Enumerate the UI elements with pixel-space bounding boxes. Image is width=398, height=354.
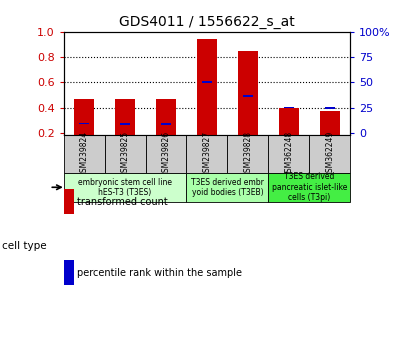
Bar bbox=[187, 136, 227, 173]
Bar bbox=[74, 99, 94, 136]
Text: T3ES derived embr
yoid bodies (T3EB): T3ES derived embr yoid bodies (T3EB) bbox=[191, 178, 264, 197]
Bar bbox=[79, 122, 89, 124]
Text: T3ES derived
pancreatic islet-like
cells (T3pi): T3ES derived pancreatic islet-like cells… bbox=[271, 172, 347, 202]
Bar bbox=[320, 111, 340, 136]
Bar bbox=[197, 39, 217, 136]
Text: embryonic stem cell line
hES-T3 (T3ES): embryonic stem cell line hES-T3 (T3ES) bbox=[78, 178, 172, 197]
Bar bbox=[243, 96, 253, 97]
Bar bbox=[325, 108, 335, 109]
Bar bbox=[146, 136, 187, 173]
Bar bbox=[115, 99, 135, 136]
Text: GSM362249: GSM362249 bbox=[325, 131, 334, 177]
Text: GSM239827: GSM239827 bbox=[203, 131, 211, 177]
Bar bbox=[238, 51, 258, 136]
Bar bbox=[187, 173, 268, 202]
Bar bbox=[156, 99, 176, 136]
Text: GSM239828: GSM239828 bbox=[244, 131, 252, 177]
Text: GSM239824: GSM239824 bbox=[80, 131, 89, 177]
Text: transformed count: transformed count bbox=[77, 197, 168, 207]
Bar bbox=[309, 136, 350, 173]
Bar bbox=[161, 123, 171, 125]
Bar bbox=[227, 136, 268, 173]
Text: GSM362248: GSM362248 bbox=[284, 131, 293, 177]
Bar bbox=[64, 136, 105, 173]
Bar bbox=[120, 123, 130, 125]
Title: GDS4011 / 1556622_s_at: GDS4011 / 1556622_s_at bbox=[119, 16, 295, 29]
Text: cell type: cell type bbox=[2, 241, 47, 251]
Bar bbox=[105, 136, 146, 173]
Bar bbox=[279, 108, 299, 136]
Text: GSM239826: GSM239826 bbox=[162, 131, 170, 177]
Bar bbox=[64, 173, 187, 202]
Bar bbox=[202, 81, 212, 82]
Bar bbox=[268, 173, 350, 202]
Text: percentile rank within the sample: percentile rank within the sample bbox=[77, 268, 242, 278]
Text: GSM239825: GSM239825 bbox=[121, 131, 130, 177]
Bar bbox=[284, 107, 294, 108]
Bar bbox=[268, 136, 309, 173]
